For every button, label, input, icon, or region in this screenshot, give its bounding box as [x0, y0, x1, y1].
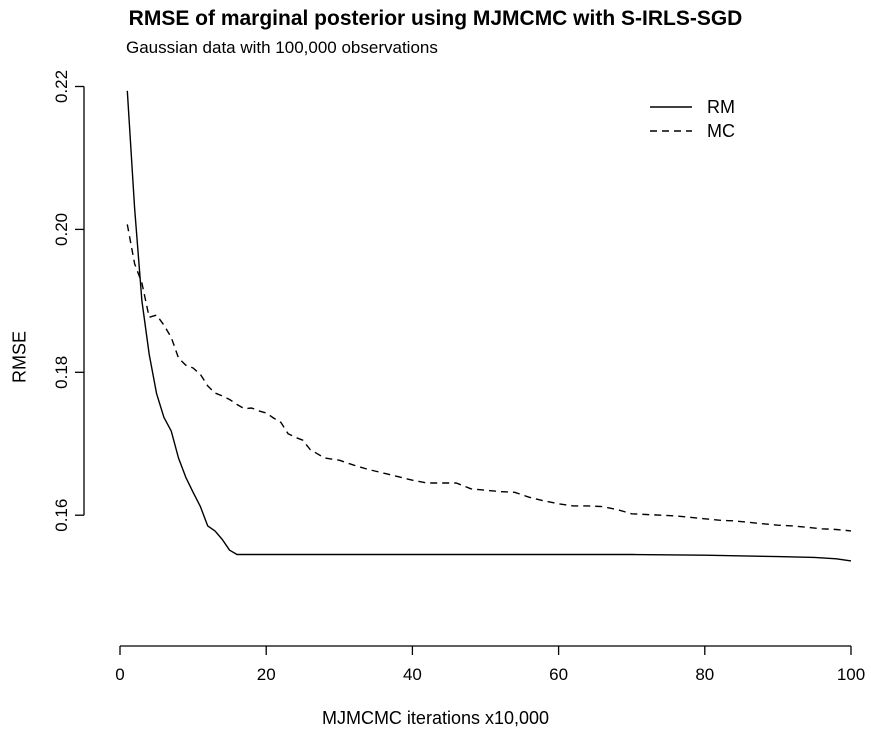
chart-subtitle: Gaussian data with 100,000 observations [126, 38, 438, 57]
legend: RM MC [650, 97, 735, 141]
y-tick-label: 0.18 [52, 356, 71, 389]
x-tick-label: 100 [837, 665, 865, 684]
axes: 0.16 0.18 0.20 0.22 0 20 40 60 80 100 [52, 70, 865, 684]
x-tick-label: 80 [695, 665, 714, 684]
legend-label-rm: RM [707, 97, 735, 117]
series-line-mc [126, 224, 852, 532]
y-tick-label: 0.16 [52, 499, 71, 532]
x-axis-label: MJMCMC iterations x10,000 [321, 708, 550, 728]
x-tick-label: 20 [257, 665, 276, 684]
y-tick-label: 0.20 [52, 213, 71, 246]
chart-title: RMSE of marginal posterior using MJMCMC … [128, 7, 743, 30]
legend-label-mc: MC [707, 121, 735, 141]
y-tick-label: 0.22 [52, 70, 71, 103]
series-lines [126, 90, 852, 562]
x-tick-label: 60 [549, 665, 568, 684]
x-tick-label: 40 [403, 665, 422, 684]
x-tick-label: 0 [115, 665, 124, 684]
series-line-rm [126, 90, 852, 562]
